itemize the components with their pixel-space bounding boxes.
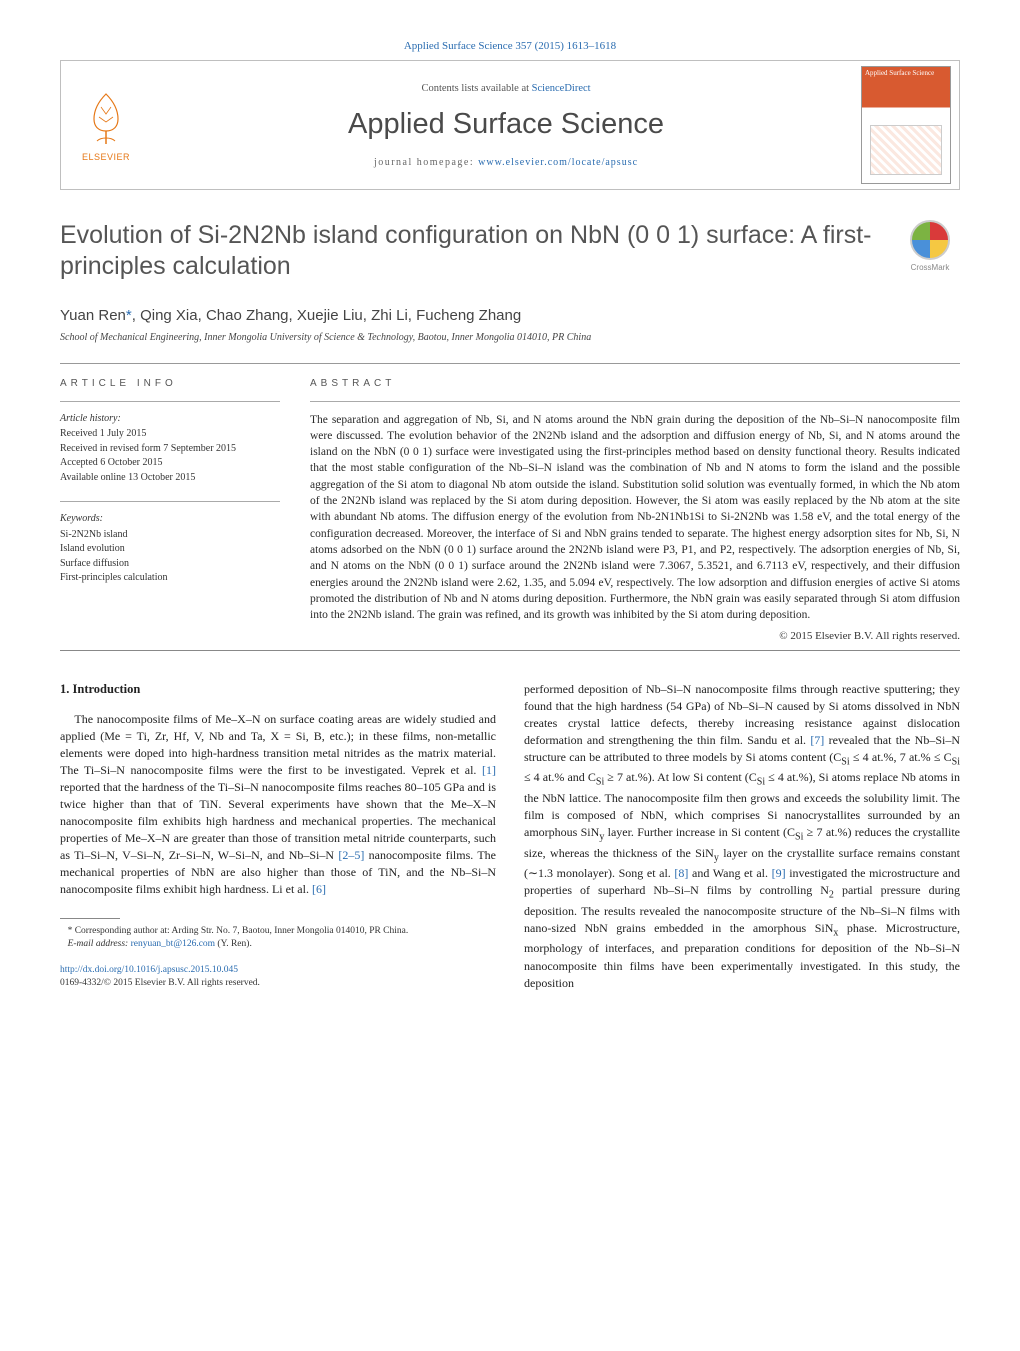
- author-4: Zhi Li: [371, 307, 408, 324]
- keyword-3: First-principles calculation: [60, 571, 280, 586]
- footer-block: http://dx.doi.org/10.1016/j.apsusc.2015.…: [60, 964, 496, 990]
- p2-m3: ≤ 4 at.% and C: [524, 770, 596, 784]
- doi-link[interactable]: http://dx.doi.org/10.1016/j.apsusc.2015.…: [60, 965, 238, 975]
- article-history: Article history: Received 1 July 2015 Re…: [60, 412, 280, 486]
- accepted-date: Accepted 6 October 2015: [60, 456, 280, 471]
- intro-para-1: The nanocomposite films of Me–X–N on sur…: [60, 711, 496, 898]
- author-2: Chao Zhang: [206, 307, 289, 324]
- email-label: E-mail address:: [68, 939, 131, 949]
- corresponding-marker[interactable]: *: [126, 307, 132, 324]
- ref-6[interactable]: [6]: [312, 882, 326, 896]
- intro-heading: 1. Introduction: [60, 681, 496, 699]
- email-who: (Y. Ren).: [215, 939, 252, 949]
- sub-si-2: Si: [952, 756, 960, 767]
- contents-available: Contents lists available at ScienceDirec…: [161, 83, 851, 94]
- ref-8[interactable]: [8]: [674, 866, 688, 880]
- homepage-link[interactable]: www.elsevier.com/locate/apsusc: [478, 157, 638, 168]
- cover-graphic: [870, 125, 942, 175]
- divider-top: [60, 363, 960, 364]
- author-1: Qing Xia: [140, 307, 198, 324]
- sub-si-3: Si: [596, 777, 604, 788]
- sub-si-1: Si: [841, 756, 849, 767]
- keyword-1: Island evolution: [60, 542, 280, 557]
- journal-title: Applied Surface Science: [161, 108, 851, 141]
- revised-date: Received in revised form 7 September 201…: [60, 442, 280, 457]
- crossmark-icon: [910, 220, 950, 260]
- author-email-link[interactable]: renyuan_bt@126.com: [131, 939, 215, 949]
- elsevier-tree-icon: [79, 89, 134, 149]
- divider-mid: [60, 650, 960, 651]
- keywords-block: Keywords: Si-2N2Nb island Island evoluti…: [60, 512, 280, 586]
- author-5: Fucheng Zhang: [416, 307, 521, 324]
- homepage-pre: journal homepage:: [374, 157, 478, 168]
- p2-m2: ≤ 4 at.%, 7 at.% ≤ C: [850, 750, 952, 764]
- ref-9[interactable]: [9]: [772, 866, 786, 880]
- author-0: Yuan Ren*: [60, 307, 132, 324]
- p2-m4: ≥ 7 at.%). At low Si content (C: [604, 770, 757, 784]
- journal-homepage: journal homepage: www.elsevier.com/locat…: [161, 157, 851, 168]
- cover-title: Applied Surface Science: [862, 67, 950, 81]
- body-text: 1. Introduction The nanocomposite films …: [60, 681, 960, 992]
- author-3: Xuejie Liu: [297, 307, 363, 324]
- ref-1[interactable]: [1]: [482, 763, 496, 777]
- corresponding-footnote: * Corresponding author at: Arding Str. N…: [60, 925, 496, 938]
- keywords-header: Keywords:: [60, 512, 280, 527]
- crossmark-badge[interactable]: CrossMark: [900, 220, 960, 280]
- keyword-0: Si-2N2Nb island: [60, 528, 280, 543]
- received-date: Received 1 July 2015: [60, 427, 280, 442]
- ref-2-5[interactable]: [2–5]: [338, 848, 364, 862]
- article-info-label: ARTICLE INFO: [60, 378, 280, 389]
- elsevier-label: ELSEVIER: [82, 152, 130, 162]
- sub-si-4: Si: [757, 777, 765, 788]
- p2-m6: layer. Further increase in Si content (C: [604, 825, 795, 839]
- journal-cover-thumb: Applied Surface Science: [861, 66, 951, 184]
- footnote-rule: [60, 918, 120, 919]
- article-title: Evolution of Si-2N2Nb island configurati…: [60, 220, 880, 283]
- p1-pre: The nanocomposite films of Me–X–N on sur…: [60, 712, 496, 777]
- authors-line: Yuan Ren*, Qing Xia, Chao Zhang, Xuejie …: [60, 307, 960, 324]
- abstract-text: The separation and aggregation of Nb, Si…: [310, 412, 960, 624]
- elsevier-logo: ELSEVIER: [61, 84, 151, 167]
- abstract-copyright: © 2015 Elsevier B.V. All rights reserved…: [310, 630, 960, 642]
- affiliation: School of Mechanical Engineering, Inner …: [60, 332, 960, 343]
- online-date: Available online 13 October 2015: [60, 471, 280, 486]
- sciencedirect-link[interactable]: ScienceDirect: [532, 83, 591, 94]
- issn-line: 0169-4332/© 2015 Elsevier B.V. All right…: [60, 978, 260, 988]
- contents-pre: Contents lists available at: [421, 83, 531, 94]
- abstract-label: ABSTRACT: [310, 378, 960, 389]
- meta-divider-2: [60, 501, 280, 502]
- journal-header: ELSEVIER Contents lists available at Sci…: [60, 60, 960, 190]
- history-header: Article history:: [60, 412, 280, 427]
- intro-para-2: performed deposition of Nb–Si–N nanocomp…: [524, 681, 960, 992]
- meta-divider-1: [60, 401, 280, 402]
- abstract-divider: [310, 401, 960, 402]
- email-footnote: E-mail address: renyuan_bt@126.com (Y. R…: [60, 938, 496, 951]
- keyword-2: Surface diffusion: [60, 557, 280, 572]
- ref-7[interactable]: [7]: [810, 733, 824, 747]
- p2-m9: and Wang et al.: [688, 866, 771, 880]
- crossmark-label: CrossMark: [911, 263, 950, 272]
- top-citation: Applied Surface Science 357 (2015) 1613–…: [60, 40, 960, 52]
